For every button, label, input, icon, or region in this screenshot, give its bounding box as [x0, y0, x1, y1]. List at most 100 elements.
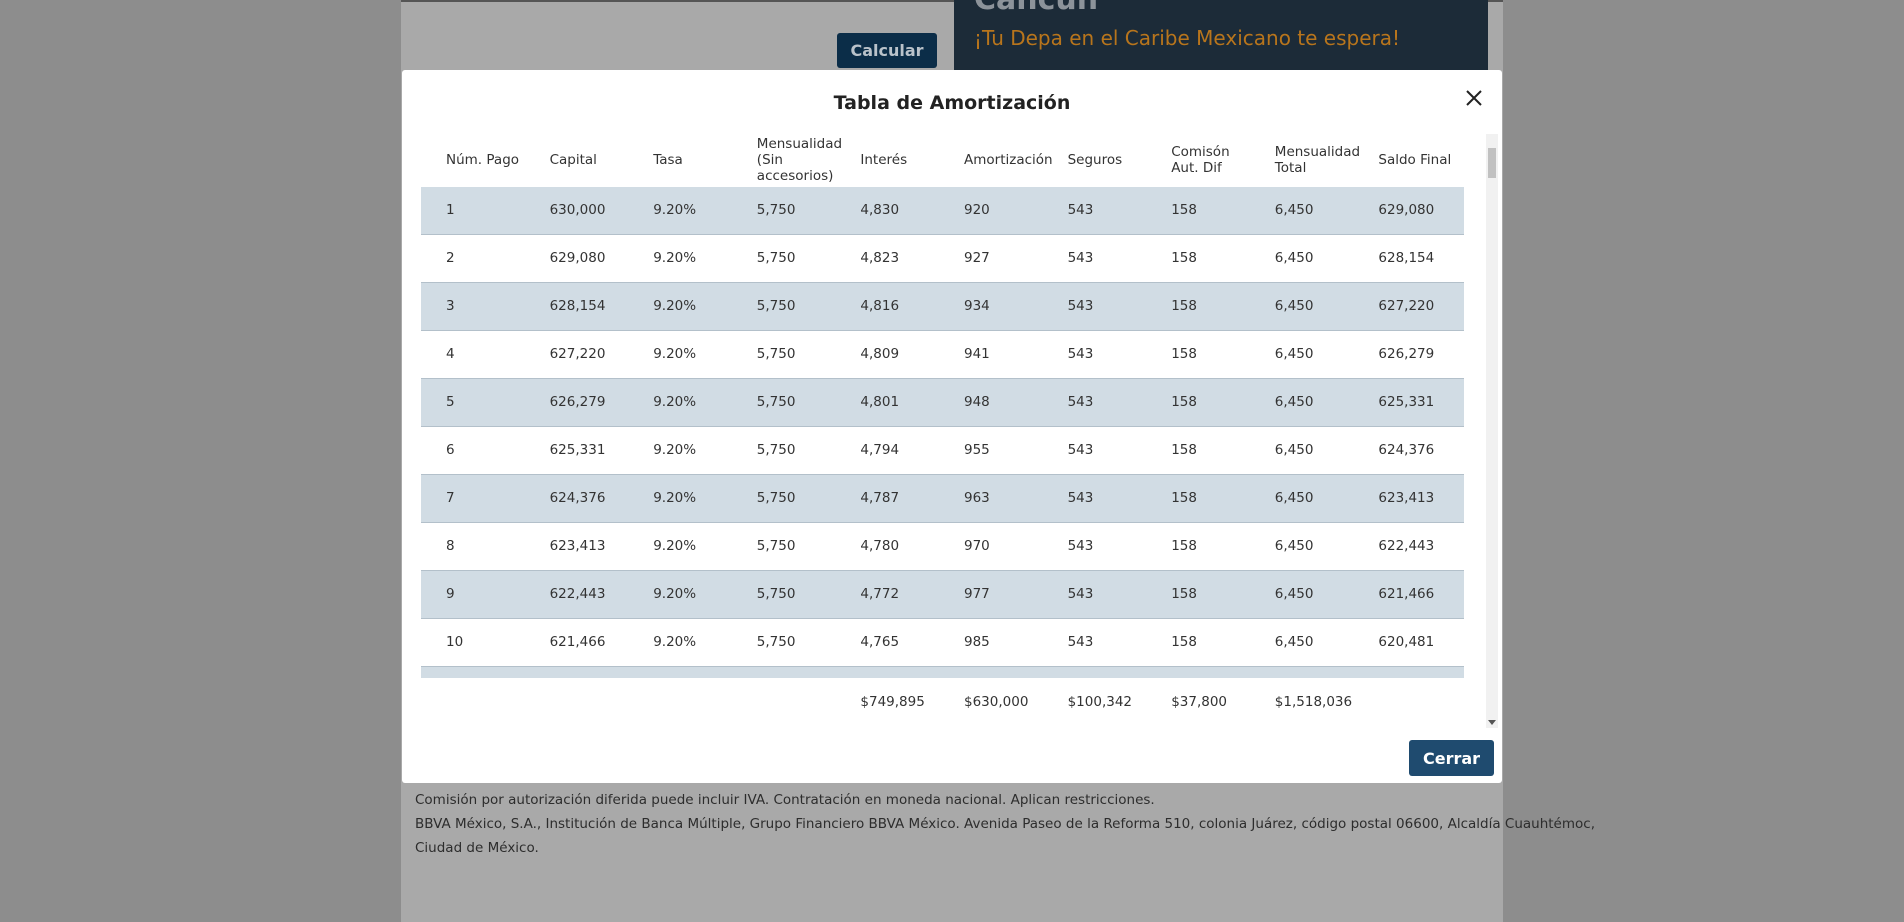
table-cell: 543 [1067, 490, 1094, 506]
table-cell: 158 [1171, 490, 1197, 506]
table-cell: 621,466 [1378, 586, 1435, 602]
table-cell: 9.20% [653, 250, 697, 266]
table-cell: 5,750 [756, 634, 796, 650]
banner[interactable]: Cancún ¡Tu Depa en el Caribe Mexicano te… [954, 0, 1488, 70]
column-header: Núm. Pago [446, 151, 520, 168]
table-cell: 977 [964, 586, 990, 602]
scrollbar-thumb[interactable] [1488, 148, 1496, 178]
table-body: 1 630,000 9.20% 5,750 4,830 920 543 158 6,450 629… [421, 187, 1464, 678]
calcular-button[interactable]: Calcular [837, 33, 937, 68]
table-cell: 9.20% [653, 394, 697, 410]
table-cell: 543 [1067, 538, 1094, 554]
table-cell: 543 [1067, 586, 1094, 602]
table-cell: 628,154 [1378, 250, 1435, 266]
table-cell: 6,450 [1274, 586, 1314, 602]
table-cell: 158 [1171, 298, 1197, 314]
table-cell: 6,450 [1274, 298, 1314, 314]
table-cell: 9.20% [653, 490, 697, 506]
table-cell: 970 [964, 538, 990, 554]
table-cell: 934 [964, 298, 990, 314]
table-cell: 6 [446, 442, 455, 458]
table-cell: 543 [1067, 298, 1094, 314]
table-cell: 5 [446, 394, 455, 410]
footer-line: BBVA México, S.A., Institución de Banca … [415, 816, 1595, 832]
cerrar-button[interactable]: Cerrar [1409, 740, 1494, 776]
table-cell: 627,220 [1378, 298, 1435, 314]
table-cell: 4,780 [860, 538, 900, 554]
total-cell: $749,895 [860, 694, 925, 710]
total-cell: $37,800 [1171, 694, 1228, 710]
column-header: Mensualidad Total [1274, 143, 1361, 176]
table-cell: 625,331 [549, 442, 606, 458]
total-cell: $630,000 [964, 694, 1029, 710]
column-header: Comisón Aut. Dif [1171, 143, 1230, 176]
table-cell: 985 [964, 634, 990, 650]
table-cell: 4,794 [860, 442, 900, 458]
table-cell: 158 [1171, 250, 1197, 266]
table-cell: 6,450 [1274, 442, 1314, 458]
modal: Tabla de Amortización Núm. Pago Capital Ta… [402, 70, 1502, 783]
table-cell: 6,450 [1274, 394, 1314, 410]
column-header: Tasa [653, 151, 683, 168]
table-cell: 5,750 [756, 202, 796, 218]
table-cell: 543 [1067, 442, 1094, 458]
table-cell: 9.20% [653, 586, 697, 602]
table-cell: 630,000 [549, 202, 606, 218]
table-cell: 4,809 [860, 346, 900, 362]
table-cell: 625,331 [1378, 394, 1435, 410]
table-cell: 5,750 [756, 298, 796, 314]
table-row: 8 623,413 9.20% 5,750 4,780 970 543 158 6,450 622… [421, 523, 1464, 571]
table-cell: 1 [446, 202, 455, 218]
table-cell: 10 [446, 634, 464, 650]
table-cell: 158 [1171, 634, 1197, 650]
table-cell: 622,443 [1378, 538, 1435, 554]
table-row: 2 629,080 9.20% 5,750 4,823 927 543 158 6,450 628… [421, 235, 1464, 283]
table-cell: 5,750 [756, 538, 796, 554]
table-cell: 948 [964, 394, 990, 410]
table-cell: 622,443 [549, 586, 606, 602]
table-cell: 6,450 [1274, 250, 1314, 266]
table-row [421, 667, 1464, 678]
table-cell: 628,154 [549, 298, 606, 314]
table-cell: 963 [964, 490, 990, 506]
table-cell: 543 [1067, 346, 1094, 362]
table-row: 3 628,154 9.20% 5,750 4,816 934 543 158 6,450 627… [421, 283, 1464, 331]
table-cell: 6,450 [1274, 202, 1314, 218]
table-cell: 629,080 [1378, 202, 1435, 218]
table-cell: 623,413 [1378, 490, 1435, 506]
table-cell: 626,279 [1378, 346, 1435, 362]
table-cell: 620,481 [1378, 634, 1435, 650]
table-cell: 624,376 [549, 490, 606, 506]
scrollbar[interactable] [1486, 134, 1498, 728]
table-cell: 627,220 [549, 346, 606, 362]
table-cell: 5,750 [756, 586, 796, 602]
modal-title: Tabla de Amortización [833, 92, 1071, 114]
column-header: Amortización [964, 151, 1053, 168]
table-cell: 4,830 [860, 202, 900, 218]
close-icon[interactable] [1462, 86, 1486, 110]
column-header: Mensualidad (Sin accesorios) [756, 135, 843, 184]
table-cell: 4,816 [860, 298, 900, 314]
column-header: Capital [549, 151, 597, 168]
table-cell: 5,750 [756, 394, 796, 410]
table-cell: 543 [1067, 202, 1094, 218]
total-cell: $1,518,036 [1274, 694, 1353, 710]
total-cell: $100,342 [1067, 694, 1133, 710]
table-cell: 158 [1171, 538, 1197, 554]
table-cell: 6,450 [1274, 346, 1314, 362]
table-cell: 6,450 [1274, 538, 1314, 554]
table-cell: 9.20% [653, 202, 697, 218]
table-cell: 3 [446, 298, 455, 314]
table-cell: 9.20% [653, 538, 697, 554]
table-cell: 5,750 [756, 442, 796, 458]
table-cell: 9.20% [653, 298, 697, 314]
scroll-arrow[interactable] [1488, 718, 1496, 726]
table-header: Núm. Pago Capital Tasa Mensualidad (Sin acc… [421, 134, 1464, 185]
table-cell: 9.20% [653, 442, 697, 458]
table-cell: 4,787 [860, 490, 900, 506]
table-cell: 4,765 [860, 634, 900, 650]
table-cell: 158 [1171, 394, 1197, 410]
table-cell: 6,450 [1274, 634, 1314, 650]
footer-line: Comisión por autorización diferida puede… [415, 792, 1155, 808]
